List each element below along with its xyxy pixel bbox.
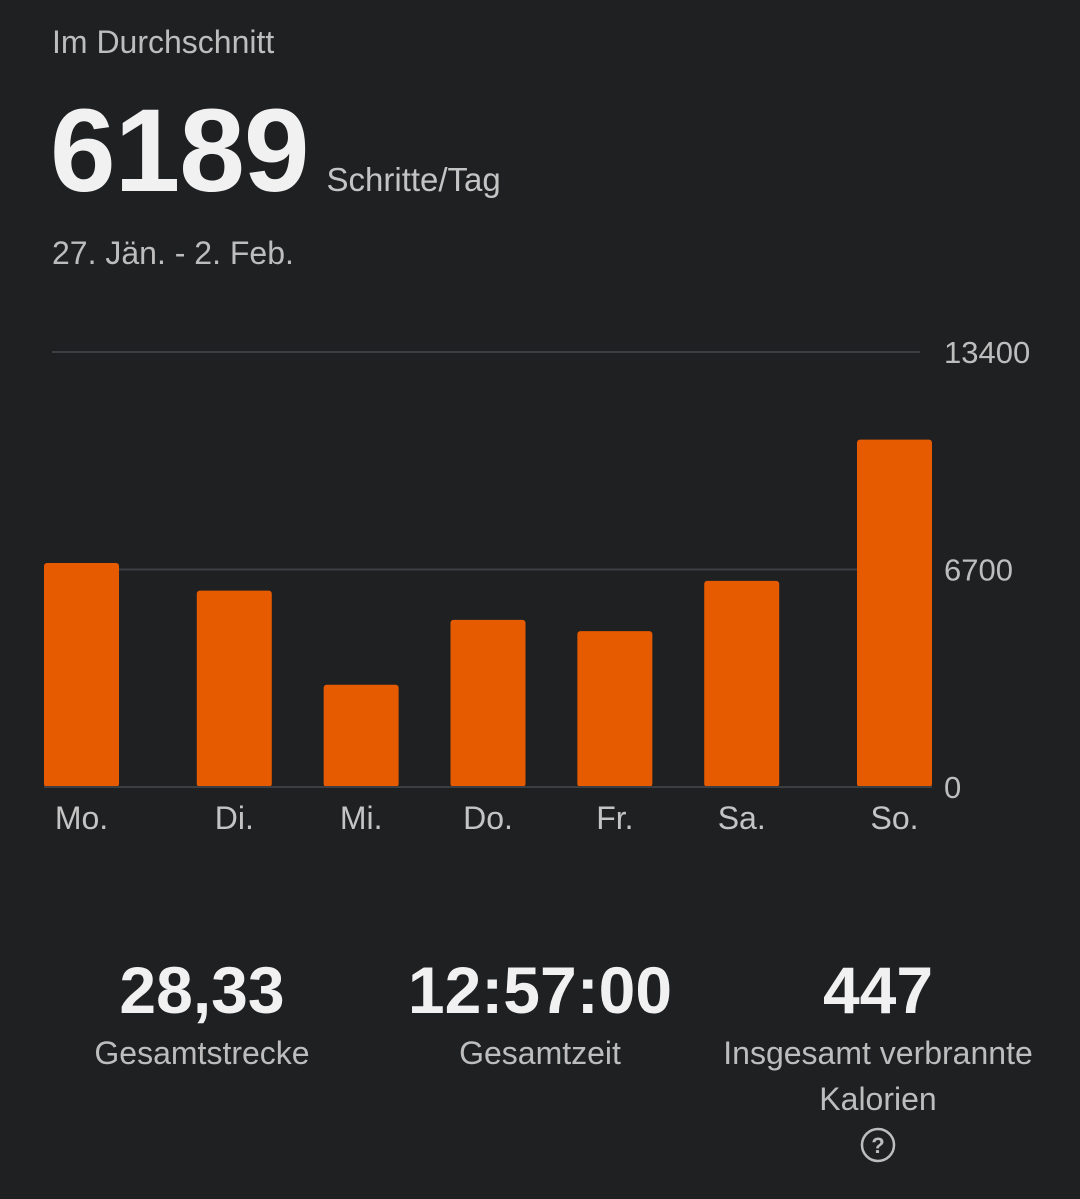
average-row: 6189 Schritte/Tag [50,92,501,210]
distance-label: Gesamtstrecke [94,1035,310,1071]
bar-so [857,439,932,787]
steps-bar-chart: 0 6700 13400 Mo. Di. Mi. Do. Fr. Sa. So. [44,335,1030,836]
x-tick-label-mi: Mi. [340,800,383,836]
help-circle-icon[interactable]: ? [859,1126,897,1169]
average-label: Im Durchschnitt [52,24,275,60]
time-label: Gesamtzeit [459,1035,621,1071]
x-tick-label-fr: Fr. [596,800,633,836]
stat-time: 12:57:00 Gesamtzeit [380,950,700,1076]
calories-label: Insgesamt verbrannte Kalorien [723,1035,1033,1117]
x-tick-label-sa: Sa. [718,800,766,836]
distance-value: 28,33 [119,953,285,1027]
average-steps-value: 6189 [50,85,310,217]
bar-sa [704,580,780,787]
x-tick-label-mo: Mo. [55,800,108,836]
y-tick-label-0: 0 [944,770,961,805]
time-value: 12:57:00 [407,953,673,1027]
bar-mo [44,563,119,787]
stat-distance: 28,33 Gesamtstrecke [52,950,352,1076]
x-tick-label-do: Do. [463,800,513,836]
stat-calories: 447 Insgesamt verbrannte Kalorien ? [718,950,1038,1169]
bar-di [196,590,272,787]
x-tick-label-di: Di. [215,800,254,836]
bar-do [450,619,526,787]
svg-text:?: ? [871,1133,884,1158]
average-steps-unit: Schritte/Tag [326,161,501,198]
date-range: 27. Jän. - 2. Feb. [52,235,294,271]
calories-value: 447 [822,953,934,1027]
bar-mi [323,684,399,787]
x-tick-label-so: So. [870,800,918,836]
y-tick-label-13400: 13400 [944,335,1030,370]
y-tick-label-6700: 6700 [944,553,1013,588]
bar-fr [577,631,653,787]
